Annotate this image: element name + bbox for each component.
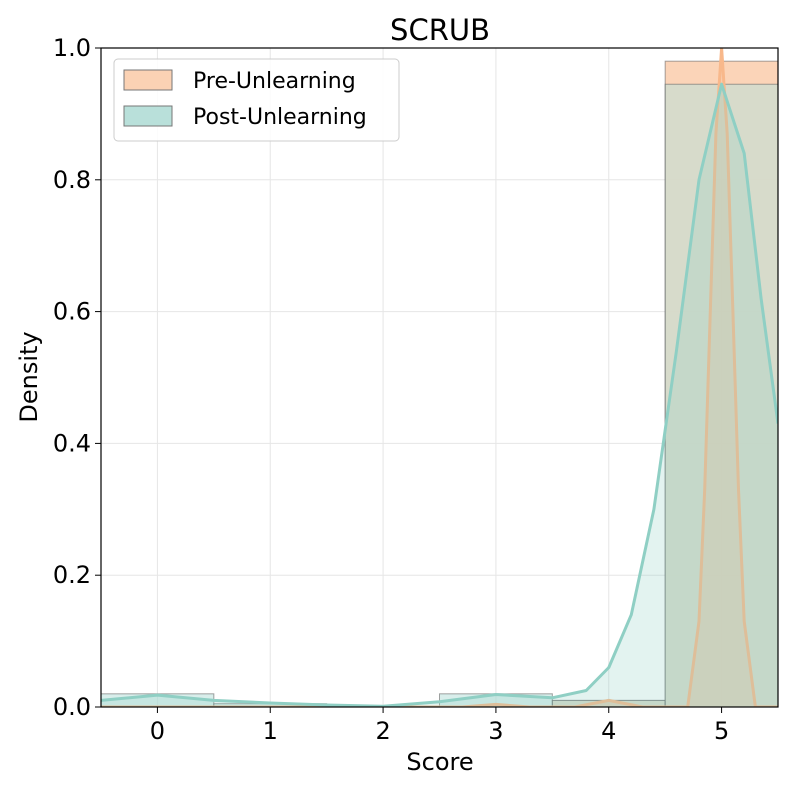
y-tick-label: 0.2 (53, 561, 91, 589)
plot-frame (100, 47, 779, 708)
x-tick-label: 5 (714, 717, 729, 745)
x-axis-ticks: 0 1 2 3 4 5 (150, 707, 729, 745)
x-tick-label: 4 (601, 717, 616, 745)
legend-label-pre-unlearning: Pre-Unlearning (193, 69, 356, 94)
kde-fill-pre (101, 48, 778, 707)
y-tick-label: 0.6 (53, 298, 91, 326)
x-axis-label: Score (406, 748, 473, 776)
kde-curves (101, 48, 778, 707)
y-tick-label: 0.8 (53, 166, 91, 194)
y-tick-label: 0.0 (53, 693, 91, 721)
legend-swatch-pre-unlearning (123, 69, 173, 91)
legend: Pre-Unlearning Post-Unlearning (113, 58, 400, 142)
x-tick-label: 1 (263, 717, 278, 745)
y-tick-label: 0.4 (53, 429, 91, 457)
chart-title: SCRUB (390, 13, 490, 47)
y-axis-label: Density (15, 331, 43, 422)
x-tick-label: 3 (488, 717, 503, 745)
kde-fill-post (101, 84, 778, 707)
x-tick-label: 0 (150, 717, 165, 745)
y-tick-label: 1.0 (53, 34, 91, 62)
y-axis-ticks: 0.0 0.2 0.4 0.6 0.8 1.0 (53, 34, 101, 721)
legend-swatch-post-unlearning (123, 105, 173, 127)
x-tick-label: 2 (375, 717, 390, 745)
legend-box (113, 58, 400, 142)
kde-line-pre (101, 48, 778, 707)
legend-label-post-unlearning: Post-Unlearning (193, 105, 367, 130)
kde-line-post (101, 82, 778, 707)
